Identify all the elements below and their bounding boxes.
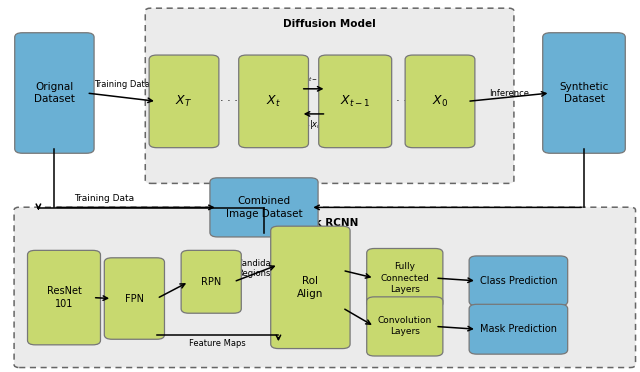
Text: Feature Maps: Feature Maps xyxy=(189,339,246,347)
Text: Synthetic
Dataset: Synthetic Dataset xyxy=(559,82,609,104)
FancyBboxPatch shape xyxy=(104,258,164,339)
FancyBboxPatch shape xyxy=(15,33,94,153)
Text: $X_t$: $X_t$ xyxy=(266,94,281,109)
Text: Inference: Inference xyxy=(489,89,529,97)
Text: $q(x_t|x_{t-1})$: $q(x_t|x_{t-1})$ xyxy=(292,118,335,131)
Text: Training Data: Training Data xyxy=(93,80,150,89)
FancyBboxPatch shape xyxy=(149,55,219,148)
FancyBboxPatch shape xyxy=(145,8,514,183)
FancyBboxPatch shape xyxy=(469,304,568,354)
Text: Fully
Connected
Layers: Fully Connected Layers xyxy=(380,263,429,294)
FancyBboxPatch shape xyxy=(319,55,392,148)
Text: Combined
Image Dataset: Combined Image Dataset xyxy=(226,196,302,219)
Text: FPN: FPN xyxy=(125,294,144,304)
Text: ResNet
101: ResNet 101 xyxy=(47,286,81,309)
Text: Mask Prediction: Mask Prediction xyxy=(480,324,557,334)
FancyBboxPatch shape xyxy=(405,55,475,148)
FancyBboxPatch shape xyxy=(14,207,636,368)
Text: Mask RCNN: Mask RCNN xyxy=(291,218,358,228)
Text: RPN: RPN xyxy=(201,277,221,287)
Text: Orignal
Dataset: Orignal Dataset xyxy=(34,82,75,104)
Text: · · ·: · · · xyxy=(220,96,237,106)
FancyBboxPatch shape xyxy=(271,226,350,349)
Text: Class Prediction: Class Prediction xyxy=(479,276,557,286)
Text: · · ·: · · · xyxy=(390,96,407,106)
FancyBboxPatch shape xyxy=(28,250,100,345)
Text: Diffusion Model: Diffusion Model xyxy=(284,19,376,29)
Text: RoI
Align: RoI Align xyxy=(297,276,324,299)
Text: $X_{t-1}$: $X_{t-1}$ xyxy=(340,94,370,109)
Text: Convolution
Layers: Convolution Layers xyxy=(378,316,432,337)
Text: $p_{\theta}(x_{t-1}|x_t)$: $p_{\theta}(x_{t-1}|x_t)$ xyxy=(291,71,337,84)
FancyBboxPatch shape xyxy=(367,248,443,308)
FancyBboxPatch shape xyxy=(469,256,568,306)
FancyBboxPatch shape xyxy=(367,297,443,356)
Text: $X_0$: $X_0$ xyxy=(432,94,448,109)
FancyBboxPatch shape xyxy=(210,178,318,237)
FancyBboxPatch shape xyxy=(543,33,625,153)
FancyBboxPatch shape xyxy=(239,55,308,148)
Text: $X_T$: $X_T$ xyxy=(175,94,193,109)
FancyBboxPatch shape xyxy=(181,250,241,313)
Text: Candidate
Regions: Candidate Regions xyxy=(237,259,280,278)
Text: Training Data: Training Data xyxy=(74,195,134,203)
